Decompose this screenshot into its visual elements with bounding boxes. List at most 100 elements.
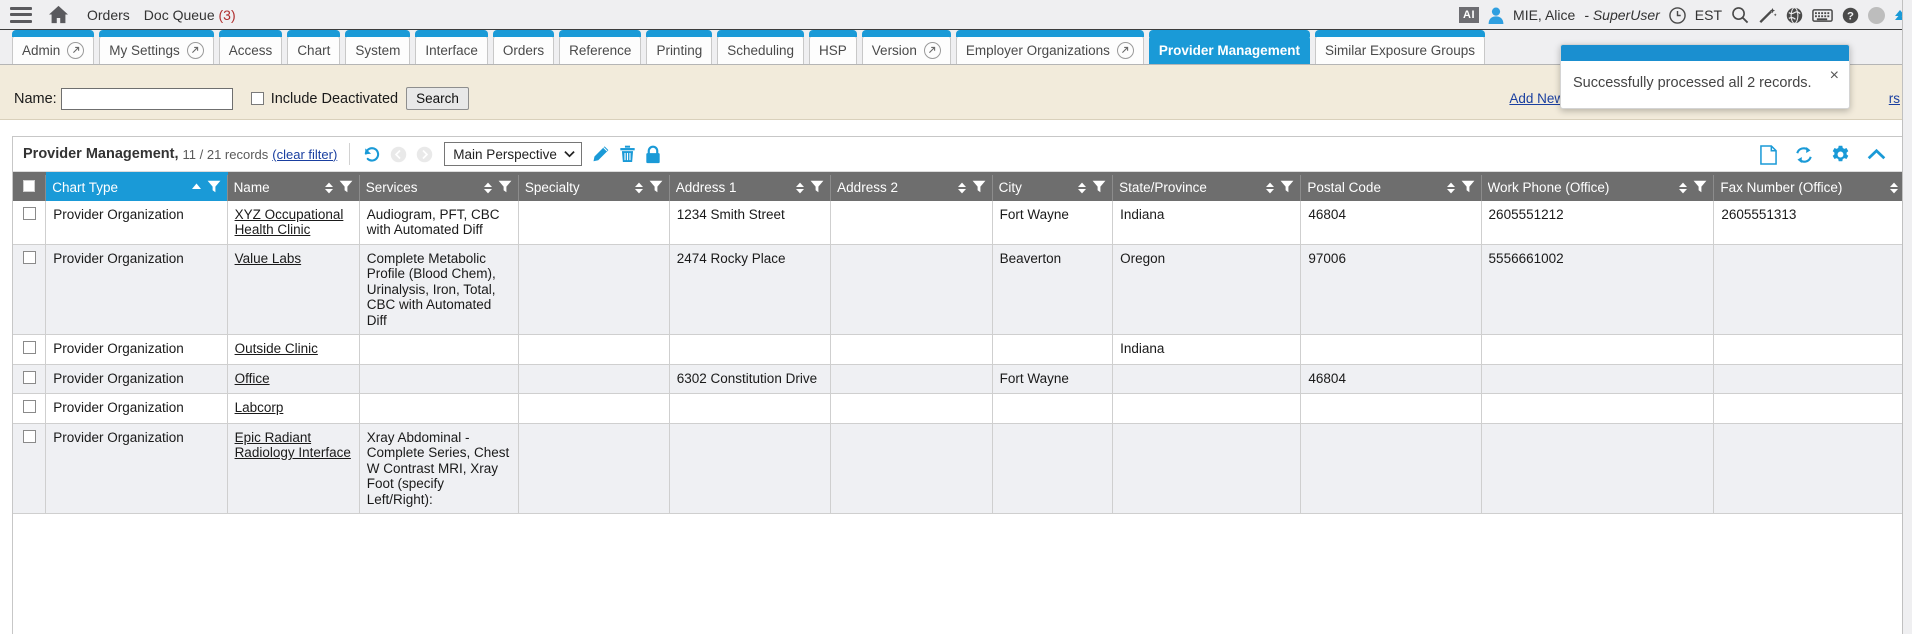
provider-name-link[interactable]: Value Labs [234,250,302,266]
sort-icon[interactable] [324,182,334,194]
sort-icon[interactable] [634,182,644,194]
external-link-icon[interactable] [1116,41,1134,59]
provider-name-link[interactable]: Office [234,370,270,386]
filter-icon[interactable] [1092,180,1106,196]
column-header-address2[interactable]: Address 2 [830,172,993,201]
row-checkbox[interactable] [22,341,36,354]
table-row[interactable]: Provider Organization Outside Clinic India… [13,334,1912,365]
filter-icon[interactable] [1280,180,1294,196]
tab-version[interactable]: Version [861,30,951,64]
topbar-link-orders[interactable]: Orders [87,6,130,23]
ai-icon[interactable]: AI [1459,7,1480,23]
next-icon[interactable] [416,146,433,163]
column-header-specialty[interactable]: Specialty [518,172,670,201]
tab-printing[interactable]: Printing [646,30,713,64]
tab-admin[interactable]: Admin [12,30,95,64]
help-icon[interactable]: ? [1842,7,1859,24]
tab-scheduling[interactable]: Scheduling [717,30,805,64]
include-deactivated-checkbox[interactable] [250,92,264,105]
row-select-cell[interactable] [13,244,47,335]
filter-icon[interactable] [972,180,986,196]
search-input[interactable] [60,87,233,110]
filter-icon[interactable] [207,180,221,196]
keyboard-icon[interactable] [1812,8,1833,23]
undo-icon[interactable] [362,145,381,164]
sort-icon[interactable] [1265,182,1275,194]
clear-filter-link[interactable]: (clear filter) [272,146,338,162]
row-select-cell[interactable] [13,334,47,365]
previous-icon[interactable] [390,146,407,163]
column-header-name[interactable]: Name [227,172,360,201]
filter-icon[interactable] [1461,180,1475,196]
column-header-work_phone[interactable]: Work Phone (Office) [1481,172,1715,201]
tab-access[interactable]: Access [218,30,283,64]
provider-name-link[interactable]: XYZ Occupational Health Clinic [234,206,344,238]
column-header-state[interactable]: State/Province [1112,172,1302,201]
tab-provider-management[interactable]: Provider Management [1148,30,1311,64]
column-header-address1[interactable]: Address 1 [669,172,832,201]
hamburger-icon[interactable] [10,6,32,23]
home-icon[interactable] [48,5,69,24]
external-link-icon[interactable] [186,41,204,59]
row-select-cell[interactable] [13,200,47,245]
perspective-select[interactable]: Main Perspective [444,142,583,166]
tab-interface[interactable]: Interface [415,30,488,64]
close-icon[interactable]: × [1829,67,1839,84]
avatar[interactable] [1868,6,1885,24]
column-header-city[interactable]: City [992,172,1114,201]
trash-icon[interactable] [619,145,636,163]
tab-employer-organizations[interactable]: Employer Organizations [955,30,1144,64]
globe-icon[interactable] [1786,6,1803,24]
column-header-fax[interactable]: Fax Number (Office) [1713,172,1912,201]
row-select-cell[interactable] [13,423,47,514]
row-checkbox[interactable] [22,429,36,443]
tab-reference[interactable]: Reference [559,30,642,64]
filter-icon[interactable] [649,180,663,196]
refresh-icon[interactable] [1794,146,1814,164]
row-checkbox[interactable] [22,400,36,413]
filter-icon[interactable] [498,180,512,196]
user-name[interactable]: MIE, Alice [1513,7,1576,23]
provider-name-link[interactable]: Outside Clinic [234,341,318,356]
tab-hsp[interactable]: HSP [809,30,857,64]
sort-icon[interactable] [1889,182,1899,194]
table-scroll-area[interactable]: Chart Type Name Services Specialty Address 1… [13,172,1912,634]
column-header-chart_type[interactable]: Chart Type [45,172,228,201]
pencil-icon[interactable] [592,145,610,163]
sort-icon[interactable] [1678,182,1688,194]
gear-icon[interactable] [1831,145,1850,164]
select-all-header[interactable] [13,172,47,201]
row-checkbox[interactable] [22,206,36,220]
select-all-checkbox[interactable] [23,180,36,193]
provider-name-link[interactable]: Epic Radiant Radiology Interface [234,429,351,461]
new-document-icon[interactable] [1760,144,1777,165]
table-row[interactable]: Provider Organization Office 6302 Constitu… [13,364,1912,394]
table-row[interactable]: Provider Organization Epic Radiant Radiol… [13,423,1912,514]
row-select-cell[interactable] [13,364,47,394]
search-button[interactable]: Search [406,87,469,110]
lock-icon[interactable] [645,145,661,164]
column-header-postal[interactable]: Postal Code [1300,172,1482,201]
filter-icon[interactable] [1693,180,1707,196]
sort-icon[interactable] [795,182,805,194]
chevron-up-icon[interactable] [1867,148,1886,161]
table-row[interactable]: Provider Organization Value Labs Complete … [13,244,1912,335]
tab-similar-exposure-groups[interactable]: Similar Exposure Groups [1314,30,1486,64]
sort-icon[interactable] [483,182,493,194]
row-checkbox[interactable] [22,370,36,384]
sort-icon[interactable] [1077,182,1087,194]
topbar-link-doc-queue[interactable]: Doc Queue (3) [144,7,236,23]
row-select-cell[interactable] [13,393,47,424]
wand-icon[interactable] [1758,6,1777,24]
table-row[interactable]: Provider Organization Labcorp [13,393,1912,424]
filter-icon[interactable] [810,180,824,196]
third-action-link[interactable]: rs [1888,91,1900,106]
external-link-icon[interactable] [923,41,941,59]
tab-system[interactable]: System [345,30,411,64]
sort-icon[interactable] [1446,182,1456,194]
table-row[interactable]: Provider Organization XYZ Occupational He… [13,200,1912,245]
tab-my-settings[interactable]: My Settings [99,30,214,64]
filter-icon[interactable] [339,180,353,196]
tab-chart[interactable]: Chart [287,30,341,64]
provider-name-link[interactable]: Labcorp [234,400,284,415]
